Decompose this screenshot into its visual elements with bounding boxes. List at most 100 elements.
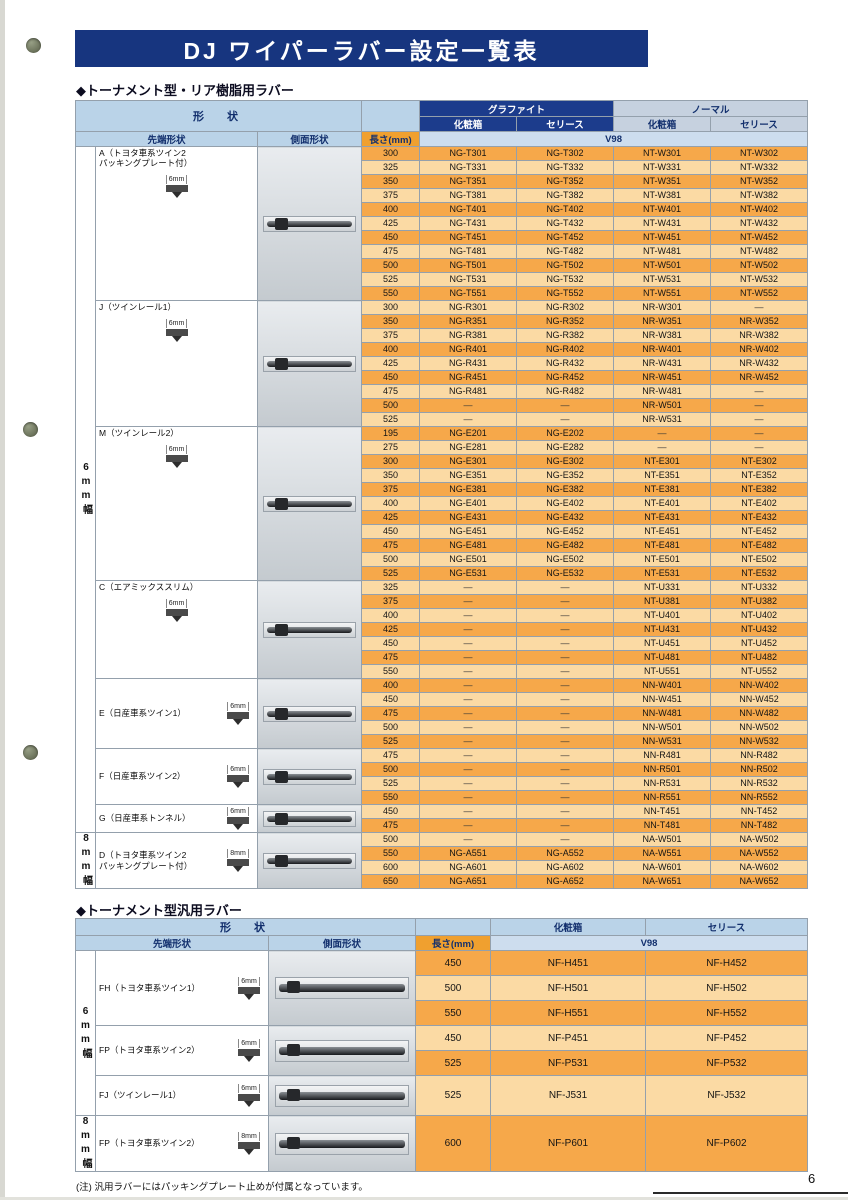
code-cell: NT-W502 — [710, 258, 809, 273]
product-row: C（エアミックススリム） 6mm 325 ― ― NT-U331 NT-U332 — [76, 580, 809, 679]
series-header: セリース — [645, 918, 809, 936]
tip-shape-cell: F（日産車系ツイン2） 6mm — [95, 748, 258, 805]
side-shape-cell — [256, 426, 363, 581]
length-header: 長さ(mm) — [361, 131, 421, 147]
header-row: 形 状 グラファイト ノーマル — [74, 100, 809, 132]
product-row: F（日産車系ツイン2） 6mm 475 ― ― NN-R481 NN-R482 — [76, 748, 809, 805]
length-column-spacer — [415, 918, 492, 936]
code-cell: NT-W302 — [710, 146, 809, 161]
product-row: 425 ― ― NT-U431 NT-U432 — [76, 622, 809, 637]
code-cell: ― — [516, 804, 615, 819]
tip-shape-label: G（日産車系トンネル） — [99, 813, 191, 824]
tip-shape-figure: 6mm — [238, 1084, 260, 1107]
product-row: G（日産車系トンネル） 6mm 450 ― ― NN-T451 NN-T452 — [76, 804, 809, 833]
length-cell: 275 — [361, 440, 421, 455]
code-cell: NR-W301 — [613, 300, 712, 315]
tip-shape-content: C（エアミックススリム） 6mm — [99, 582, 254, 622]
code-cell: ― — [419, 398, 518, 413]
blade-photo — [262, 495, 357, 512]
blade-bar — [266, 357, 353, 370]
product-row: 450 ― ― NN-W451 NN-W452 — [76, 692, 809, 707]
mm-size-tag: 6mm — [238, 1084, 260, 1093]
tip-shape-header: 先端形状 — [75, 131, 258, 147]
length-cell: 500 — [361, 258, 421, 273]
product-row: 375 ― ― NT-U381 NT-U382 — [76, 594, 809, 609]
code-cell: NN-R551 — [613, 790, 712, 805]
mm-size-tag: 6mm — [238, 1039, 260, 1048]
length-cell: 400 — [361, 608, 421, 623]
tip-shape-content: D（トヨタ車系ツイン2 パッキングプレート付） 8mm — [99, 849, 254, 872]
clamp-icon — [227, 712, 249, 719]
product-row: 525 NG-T531 NG-T532 NT-W531 NT-W532 — [76, 272, 809, 287]
side-shape-cell — [256, 580, 363, 679]
tip-shape-labels: J（ツインレール1） — [99, 302, 254, 312]
length-cell: 525 — [361, 412, 421, 427]
length-cell: 500 — [361, 832, 421, 847]
code-cell: NG-R302 — [516, 300, 615, 315]
code-cell: NG-E381 — [419, 482, 518, 497]
code-cell: NT-E382 — [710, 482, 809, 497]
graphite-box-header: 化粧箱 — [419, 116, 518, 132]
code-cell: NG-A651 — [419, 874, 518, 889]
blade-photo — [262, 355, 357, 372]
blade-bar — [278, 1043, 406, 1056]
tip-shape-cell: FH（トヨタ車系ツイン1） 6mm — [95, 950, 269, 1026]
blade-photo — [274, 977, 410, 999]
length-cell: 475 — [361, 818, 421, 833]
blade-photo — [262, 215, 357, 232]
code-cell: NT-W352 — [710, 174, 809, 189]
code-cell: NG-E482 — [516, 538, 615, 553]
header-row: 先端形状 側面形状 長さ(mm) V98 — [75, 935, 809, 951]
product-row: 500 NF-H501 NF-H502 — [76, 975, 809, 1001]
length-cell: 600 — [361, 860, 421, 875]
width-label: 6mm幅 — [80, 1005, 91, 1061]
tip-shape-label: FH（トヨタ車系ツイン1） — [99, 982, 201, 993]
tip-shape-label: FP（トヨタ車系ツイン2） — [99, 1045, 200, 1056]
tip-shape-label: FP（トヨタ車系ツイン2） — [99, 1138, 200, 1149]
width-label: 6mm幅 — [80, 462, 92, 517]
code-cell: ― — [516, 650, 615, 665]
blade-bar — [266, 707, 353, 720]
code-cell: NN-W482 — [710, 706, 809, 721]
binder-hole — [23, 745, 38, 760]
code-cell: NG-E431 — [419, 510, 518, 525]
code-cell: ― — [516, 748, 615, 763]
product-row: 475 NG-R481 NG-R482 NR-W481 ― — [76, 384, 809, 399]
code-cell: ― — [710, 384, 809, 399]
general-rubber-table: 形 状 化粧箱 セリース 先端形状 側面形状 長さ(mm) V98 6mm幅 FH（トヨタ車系ツ… — [74, 918, 809, 1172]
side-shape-cell — [256, 678, 363, 749]
code-cell: NN-R502 — [710, 762, 809, 777]
code-cell: ― — [419, 804, 518, 819]
code-cell: ― — [516, 678, 615, 693]
mm-size-tag: 8mm — [227, 849, 249, 858]
code-cell: ― — [419, 790, 518, 805]
code-cell: NG-R481 — [419, 384, 518, 399]
code-cell: NT-U452 — [710, 636, 809, 651]
code-cell: NT-W402 — [710, 202, 809, 217]
blade-bar — [278, 1136, 406, 1149]
code-cell: ― — [710, 398, 809, 413]
code-cell: NT-W432 — [710, 216, 809, 231]
code-cell: NG-E382 — [516, 482, 615, 497]
code-cell: NF-H451 — [490, 950, 647, 976]
code-cell: NR-W431 — [613, 356, 712, 371]
tip-shape-label: C（エアミックススリム） — [99, 582, 199, 592]
code-cell: NR-W352 — [710, 314, 809, 329]
blade-photo — [262, 810, 357, 827]
blade-photo — [274, 1084, 410, 1107]
graphite-header: グラファイト — [419, 100, 615, 117]
code-cell: NT-W531 — [613, 272, 712, 287]
code-cell: ― — [419, 692, 518, 707]
code-cell: NG-T431 — [419, 216, 518, 231]
length-cell: 550 — [361, 286, 421, 301]
length-cell: 525 — [361, 272, 421, 287]
code-cell: ― — [419, 412, 518, 427]
mm-size-tag: 6mm — [165, 175, 188, 185]
code-cell: NT-E502 — [710, 552, 809, 567]
length-cell: 525 — [415, 1050, 492, 1076]
code-cell: NF-H501 — [490, 975, 647, 1001]
binder-hole — [26, 38, 41, 53]
clamp-icon — [238, 1049, 260, 1056]
clamp-icon — [165, 329, 188, 337]
